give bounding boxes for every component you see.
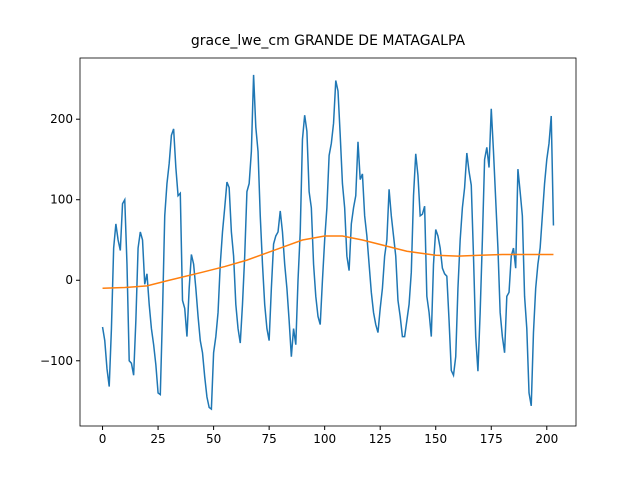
x-tick-label: 75 [261,432,276,446]
y-tick-label: −100 [40,354,73,368]
x-tick-label: 125 [369,432,392,446]
x-tick-label: 50 [206,432,221,446]
x-tick-label: 25 [150,432,165,446]
line-series [101,74,555,411]
axes-frame [79,57,577,427]
line-series [102,235,554,290]
y-tick-label: 200 [50,112,73,126]
y-tick-label: 0 [65,273,73,287]
x-tick-label: 0 [99,432,107,446]
y-tick-label: 100 [50,193,73,207]
chart-title: grace_lwe_cm GRANDE DE MATAGALPA [191,33,466,49]
x-tick-label: 100 [313,432,336,446]
x-tick-label: 175 [480,432,503,446]
x-tick-label: 150 [424,432,447,446]
x-tick-label: 200 [535,432,558,446]
